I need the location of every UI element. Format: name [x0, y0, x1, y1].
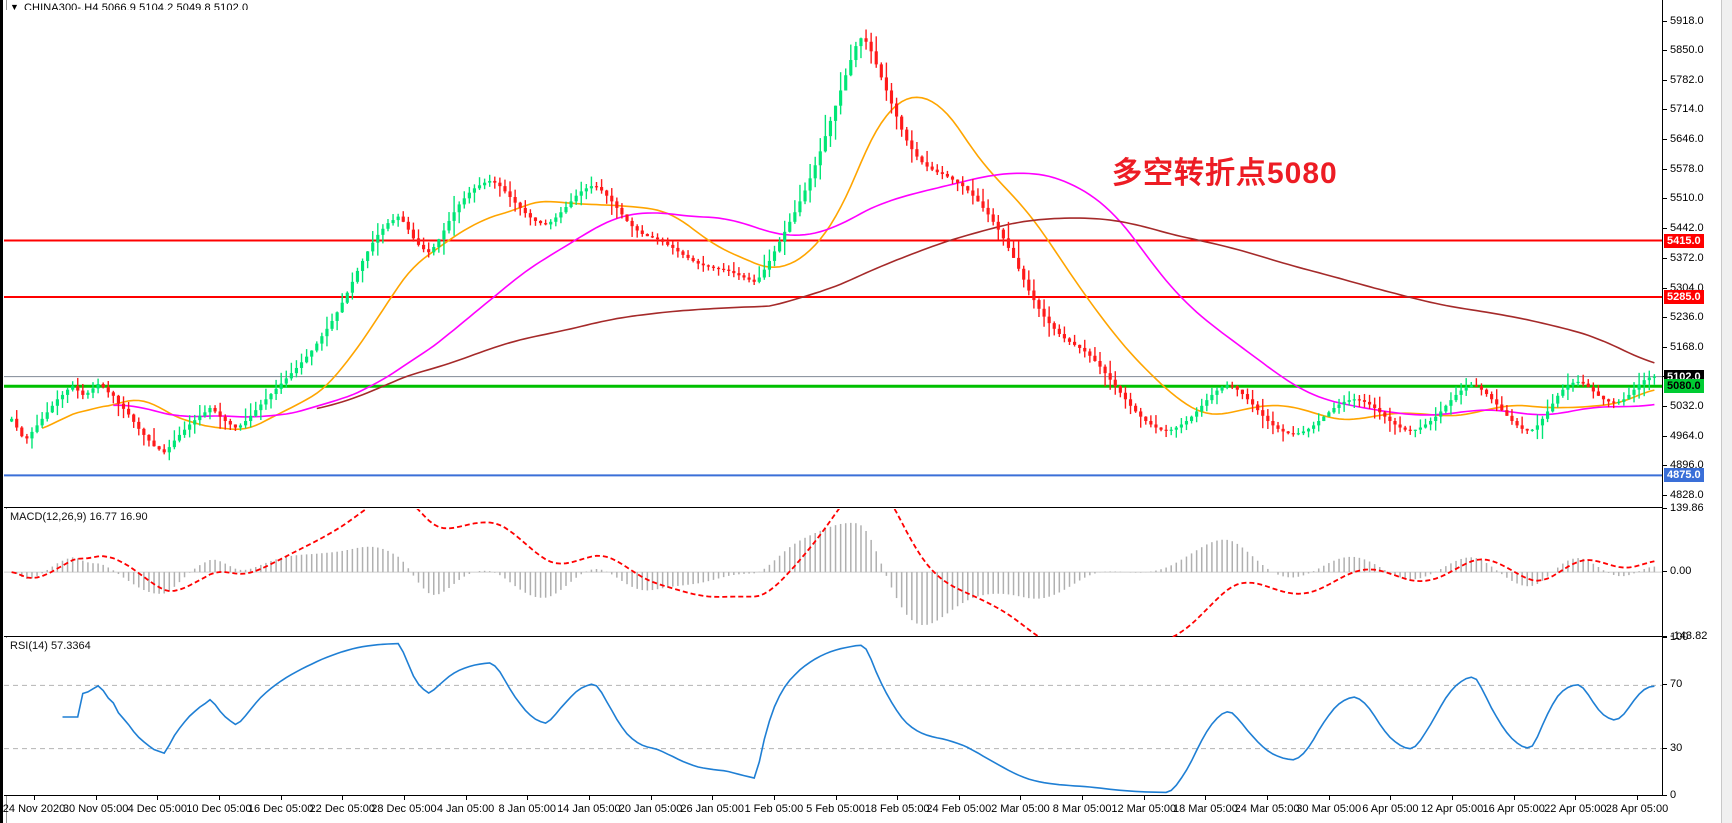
time-tick: [835, 796, 837, 800]
time-axis-label: 24 Feb 05:00: [926, 803, 992, 815]
time-tick: [1020, 796, 1022, 800]
time-axis-label: 2 Mar 05:00: [991, 803, 1050, 815]
vertical-scrollbar[interactable]: [1721, 0, 1732, 823]
time-tick: [157, 796, 159, 800]
time-tick: [1637, 796, 1638, 800]
time-axis-label: 16 Apr 05:00: [1482, 803, 1545, 815]
time-axis-label: 26 Jan 05:00: [680, 803, 744, 815]
time-tick: [465, 796, 467, 800]
time-axis-label: 5 Feb 05:00: [806, 803, 865, 815]
time-axis-label: 4 Jan 05:00: [436, 803, 495, 815]
time-tick: [650, 796, 652, 800]
time-axis-label: 24 Nov 2020: [2, 803, 66, 815]
time-tick: [1390, 796, 1392, 800]
time-axis-label: 1 Feb 05:00: [744, 803, 804, 815]
time-tick: [588, 796, 590, 800]
time-axis[interactable]: 24 Nov 2020 30 Nov 05:00 4 Dec 05:00 10 Dec…: [2, 796, 1668, 823]
time-tick: [1143, 796, 1145, 800]
time-axis-label: 4 Dec 05:00: [127, 803, 187, 815]
time-tick: [1082, 796, 1084, 800]
time-axis-label: 24 Mar 05:00: [1234, 803, 1300, 815]
time-tick: [1452, 796, 1454, 800]
time-axis-label: 28 Apr 05:00: [1605, 803, 1669, 815]
time-axis-label: 22 Apr 05:00: [1544, 803, 1607, 815]
time-axis-label: 30 Mar 05:00: [1296, 803, 1362, 815]
macd-plot: [4, 509, 1662, 637]
price-label-box[interactable]: 4875.0: [1664, 468, 1704, 483]
time-axis-label: 8 Mar 05:00: [1052, 803, 1112, 815]
time-tick: [712, 796, 714, 800]
time-tick: [1575, 796, 1577, 800]
time-tick: [1267, 796, 1269, 800]
time-tick: [1513, 796, 1515, 800]
time-tick: [958, 796, 960, 800]
price-panel[interactable]: 多空转折点5080: [4, 10, 1662, 508]
time-tick: [280, 796, 282, 800]
time-tick: [1328, 796, 1330, 800]
price-plot: [4, 10, 1662, 508]
time-axis-label: 20 Jan 05:00: [618, 803, 683, 815]
price-label-box[interactable]: 5415.0: [1664, 233, 1704, 248]
time-tick: [527, 796, 529, 800]
macd-label: MACD(12,26,9) 16.77 16.90: [10, 511, 148, 523]
rsi-plot: [4, 638, 1662, 796]
time-axis-label: 12 Mar 05:00: [1111, 803, 1177, 815]
time-tick: [897, 796, 899, 800]
time-tick: [403, 796, 405, 800]
time-tick: [218, 796, 220, 800]
time-axis-label: 18 Feb 05:00: [864, 803, 930, 815]
time-tick: [342, 796, 344, 800]
price-scale[interactable]: 5918.0 5850.0 5782.0 5714.0 5646.0 5578.0 5510…: [1662, 0, 1732, 801]
time-axis-label: 6 Apr 05:00: [1362, 803, 1419, 815]
time-axis-label: 28 Dec 05:00: [371, 803, 437, 815]
time-axis-label: 8 Jan 05:00: [498, 803, 556, 815]
rsi-panel[interactable]: RSI(14) 57.3364: [4, 638, 1662, 796]
time-tick: [773, 796, 775, 800]
macd-panel[interactable]: MACD(12,26,9) 16.77 16.90: [4, 509, 1662, 637]
price-label-box[interactable]: 5285.0: [1664, 290, 1704, 305]
time-axis-label: 12 Apr 05:00: [1420, 803, 1484, 815]
time-tick: [1205, 796, 1207, 800]
price-annotation: 多空转折点5080: [1112, 157, 1338, 190]
time-axis-label: 22 Dec 05:00: [309, 803, 375, 815]
time-axis-label: 10 Dec 05:00: [186, 803, 252, 815]
time-axis-label: 14 Jan 05:00: [557, 803, 621, 815]
collapse-icon[interactable]: ▼: [10, 2, 20, 12]
time-axis-label: 16 Dec 05:00: [247, 803, 314, 815]
time-axis-label: 30 Nov 05:00: [62, 803, 129, 815]
rsi-label: RSI(14) 57.3364: [10, 640, 91, 652]
time-tick: [34, 796, 35, 800]
time-axis-label: 18 Mar 05:00: [1173, 803, 1238, 815]
price-label-box[interactable]: 5080.0: [1664, 379, 1704, 394]
time-tick: [95, 796, 97, 800]
